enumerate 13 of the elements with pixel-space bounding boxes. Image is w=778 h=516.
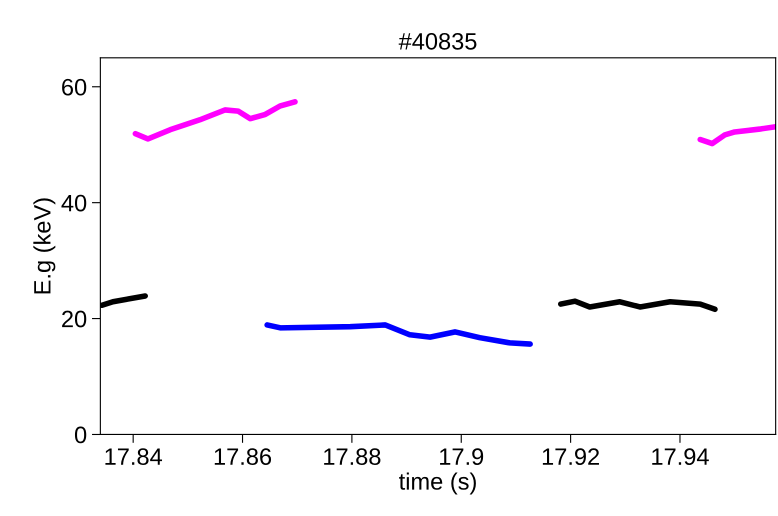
x-tick-label: 17.9 [440,448,484,466]
y-tick-label: 20 [62,310,86,328]
x-tick-label: 17.86 [214,448,272,466]
x-tick-label: 17.88 [324,448,380,466]
chart-title: #40835 [398,32,476,50]
x-tick-label: 17.84 [105,448,162,466]
y-axis-title: E.g (keV) [33,198,56,294]
x-axis-title: time (s) [399,472,476,494]
x-tick-label: 17.92 [542,448,599,466]
x-tick-label: 17.94 [652,448,709,466]
y-tick-label: 60 [62,78,86,96]
y-tick-label: 40 [61,194,86,212]
y-tick-label: 0 [74,426,86,444]
